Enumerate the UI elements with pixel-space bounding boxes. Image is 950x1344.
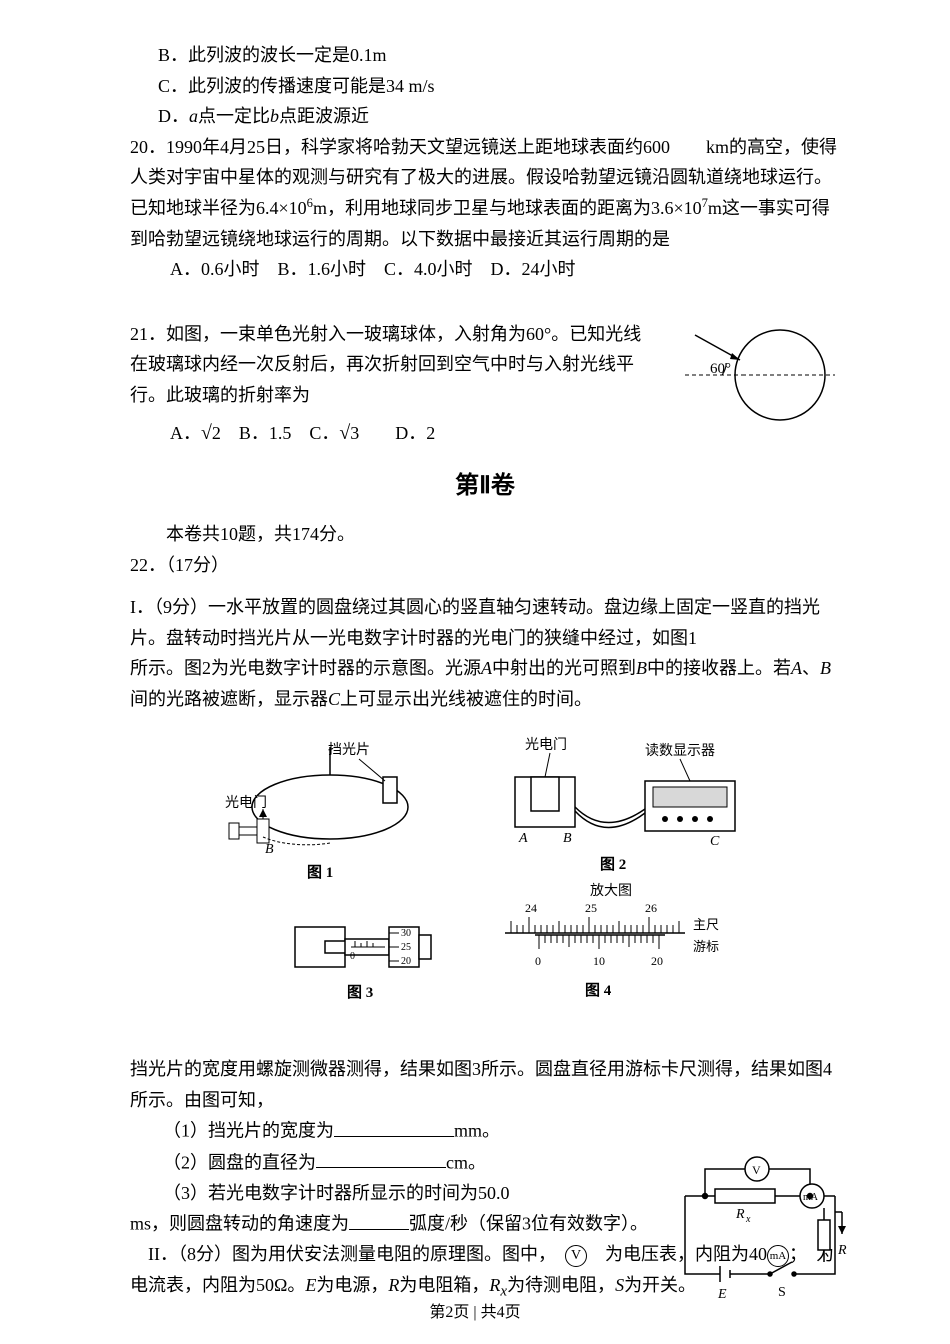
- text: 、: [802, 658, 820, 678]
- text: cm。: [446, 1152, 486, 1172]
- svg-text:0: 0: [350, 951, 355, 962]
- svg-text:放大图: 放大图: [590, 883, 632, 899]
- text: （2）圆盘的直径为: [163, 1152, 316, 1172]
- text: 为电源，: [316, 1275, 388, 1295]
- text: mm。: [454, 1121, 500, 1141]
- svg-text:60°: 60°: [710, 361, 731, 377]
- q22-header: 22．（17分）: [130, 550, 840, 581]
- svg-text:26: 26: [645, 901, 657, 915]
- var-A: A: [481, 658, 492, 678]
- svg-text:图 3: 图 3: [347, 984, 373, 1001]
- svg-text:30: 30: [401, 928, 411, 939]
- text: ms，则圆盘转动的角速度为: [130, 1214, 349, 1234]
- q22-part1-body2: 所示。图2为光电数字计时器的示意图。光源A中射出的光可照到B中的接收器上。若A、…: [130, 653, 840, 714]
- circuit-diagram: V mA Rx R E S: [670, 1154, 850, 1304]
- text: I．（9分）一水平放置的圆盘绕过其圆心的竖直轴匀速转动。盘边缘上固定一竖直的挡光…: [130, 597, 820, 648]
- voltmeter-icon: V: [565, 1245, 587, 1267]
- text: 点距波源近: [279, 106, 369, 126]
- text: 所示。图2为光电数字计时器的示意图。光源: [130, 658, 481, 678]
- var-a: a: [189, 106, 198, 126]
- svg-text:图 2: 图 2: [600, 856, 626, 873]
- svg-text:B: B: [563, 831, 572, 846]
- q19-opt-d: D．a点一定比b点距波源近: [158, 101, 840, 132]
- var-C: C: [328, 689, 340, 709]
- section-2-note: 本卷共10题，共174分。: [130, 519, 840, 550]
- svg-text:R: R: [837, 1243, 847, 1258]
- sqrt-icon: 2: [201, 417, 221, 451]
- var-B: B: [636, 658, 647, 678]
- text: 间的光路被遮断，显示器: [130, 689, 328, 709]
- var-A: A: [791, 658, 802, 678]
- svg-text:C: C: [710, 834, 720, 849]
- text: m，利用地球同步卫星与地球表面的距离为3.6×10: [313, 198, 702, 218]
- svg-text:20: 20: [651, 954, 663, 968]
- svg-text:图 4: 图 4: [585, 982, 612, 999]
- text: 上可显示出光线被遮住的时间。: [340, 689, 592, 709]
- text: 点一定比: [198, 106, 270, 126]
- q22-sub1: （1）挡光片的宽度为 mm。: [163, 1115, 840, 1146]
- section-2-title: 第Ⅱ卷: [130, 466, 840, 507]
- text: 中射出的光可照到: [492, 658, 636, 678]
- text: （1）挡光片的宽度为: [163, 1121, 334, 1141]
- var-S: S: [615, 1275, 624, 1295]
- text: B．1.5 C．: [221, 423, 340, 443]
- text: 弧度/秒（保留3位有效数字）。: [409, 1214, 648, 1234]
- svg-text:光电门: 光电门: [225, 795, 267, 811]
- q19-opt-b: B．此列波的波长一定是0.1m: [158, 40, 840, 71]
- svg-text:mA: mA: [803, 1192, 819, 1203]
- q21-sphere-diagram: 60°: [680, 310, 840, 440]
- text: 为电阻箱，: [399, 1275, 489, 1295]
- svg-text:B: B: [265, 842, 274, 857]
- text: 中的接收器上。若: [647, 658, 791, 678]
- text: II．（8分）图为用伏安法测量电阻的原理图。图中，: [148, 1244, 565, 1264]
- var-Rx: R: [489, 1275, 500, 1295]
- svg-text:x: x: [745, 1214, 751, 1225]
- svg-text:主尺: 主尺: [693, 917, 719, 932]
- svg-text:24: 24: [525, 901, 537, 915]
- text: D．: [158, 106, 189, 126]
- q19-opt-c: C．此列波的传播速度可能是34 m/s: [158, 71, 840, 102]
- q22-part1-body: I．（9分）一水平放置的圆盘绕过其圆心的竖直轴匀速转动。盘边缘上固定一竖直的挡光…: [130, 592, 840, 653]
- svg-text:10: 10: [593, 954, 605, 968]
- q22-measure-intro: 挡光片的宽度用螺旋测微器测得，结果如图3所示。圆盘直径用游标卡尺测得，结果如图4…: [130, 1054, 840, 1115]
- var-R: R: [388, 1275, 399, 1295]
- svg-text:A: A: [518, 831, 528, 846]
- q20-body: 20．1990年4月25日，科学家将哈勃天文望远镜送上距地球表面约600 km的…: [130, 132, 840, 254]
- svg-text:V: V: [752, 1163, 761, 1177]
- experiment-figures: 挡光片 光电门 B 图 1 光电门 读数显示器 A B: [130, 727, 840, 1037]
- q20-options: A．0.6小时 B．1.6小时 C．4.0小时 D．24小时: [170, 254, 840, 285]
- svg-text:25: 25: [401, 942, 411, 953]
- var-b: b: [270, 106, 279, 126]
- svg-text:光电门: 光电门: [525, 737, 567, 753]
- text: D．2: [359, 423, 435, 443]
- var-E: E: [305, 1275, 316, 1295]
- svg-text:0: 0: [535, 954, 541, 968]
- svg-text:S: S: [778, 1285, 786, 1300]
- svg-text:25: 25: [585, 901, 597, 915]
- blank-input: [349, 1208, 409, 1230]
- text: A．: [170, 423, 201, 443]
- sqrt-icon: 3: [339, 417, 359, 451]
- svg-text:图 1: 图 1: [307, 864, 333, 881]
- svg-text:挡光片: 挡光片: [328, 742, 370, 758]
- var-B: B: [820, 658, 831, 678]
- svg-text:R: R: [735, 1207, 745, 1222]
- svg-text:20: 20: [401, 956, 411, 967]
- blank-input: [316, 1147, 446, 1169]
- svg-text:读数显示器: 读数显示器: [645, 742, 715, 759]
- page-footer: 第2页 | 共4页: [0, 1299, 950, 1326]
- blank-input: [334, 1115, 454, 1137]
- text: 为待测电阻，: [507, 1275, 615, 1295]
- svg-text:游标: 游标: [693, 939, 719, 954]
